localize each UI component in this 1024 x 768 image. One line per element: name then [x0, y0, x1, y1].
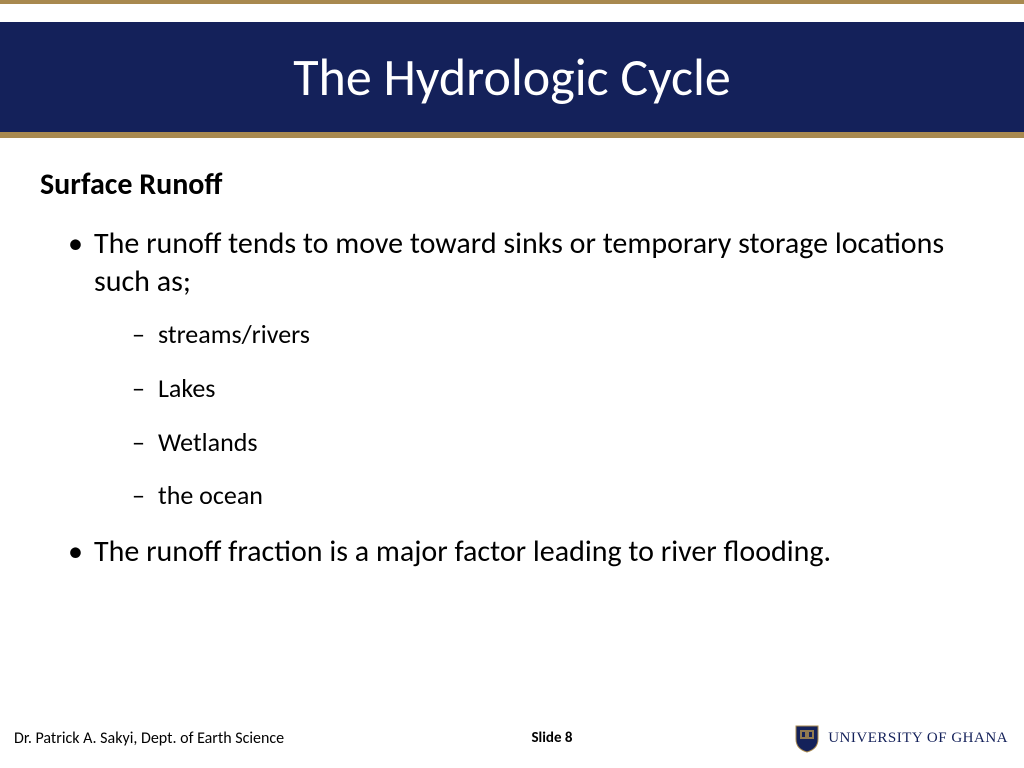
- list-item: Wetlands: [132, 426, 984, 460]
- university-crest-icon: [794, 723, 820, 753]
- bullet-list: The runoff tends to move toward sinks or…: [40, 225, 984, 571]
- title-bar: The Hydrologic Cycle: [0, 22, 1024, 132]
- header-gap: [0, 4, 1024, 22]
- slide-title: The Hydrologic Cycle: [293, 45, 731, 109]
- slide-footer: Dr. Patrick A. Sakyi, Dept. of Earth Sci…: [0, 718, 1024, 758]
- footer-slide-number: Slide 8: [531, 729, 572, 747]
- sub-bullet-list: streams/rivers Lakes Wetlands the ocean: [94, 318, 984, 513]
- list-item: Lakes: [132, 372, 984, 406]
- list-item: the ocean: [132, 479, 984, 513]
- list-item: The runoff tends to move toward sinks or…: [68, 225, 984, 513]
- accent-line-bottom: [0, 132, 1024, 138]
- footer-author: Dr. Patrick A. Sakyi, Dept. of Earth Sci…: [14, 729, 284, 748]
- content-subtitle: Surface Runoff: [40, 166, 984, 203]
- list-item: streams/rivers: [132, 318, 984, 352]
- bullet-text: The runoff tends to move toward sinks or…: [94, 225, 944, 300]
- slide-header: The Hydrologic Cycle: [0, 0, 1024, 138]
- footer-branding: UNIVERSITY OF GHANA: [794, 723, 1008, 753]
- list-item: The runoff fraction is a major factor le…: [68, 533, 984, 571]
- university-name: UNIVERSITY OF GHANA: [828, 730, 1008, 747]
- slide-content: Surface Runoff The runoff tends to move …: [0, 138, 1024, 571]
